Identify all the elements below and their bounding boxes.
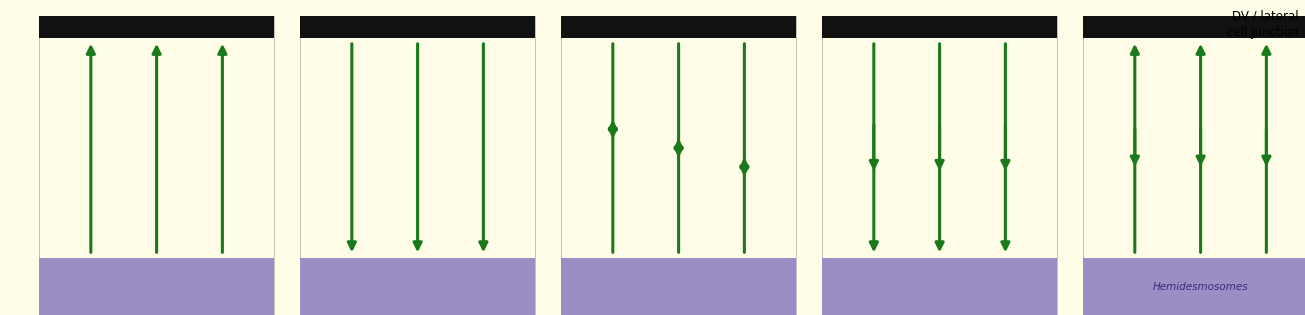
- Bar: [300, 16, 535, 38]
- Bar: [1083, 16, 1305, 38]
- Bar: [39, 258, 274, 315]
- Bar: [561, 16, 796, 38]
- Text: DV / lateral
cell junction: DV / lateral cell junction: [1227, 9, 1298, 39]
- Bar: [822, 16, 1057, 38]
- Bar: [300, 258, 535, 315]
- Bar: [1083, 258, 1305, 315]
- Bar: [39, 16, 274, 38]
- Text: Hemidesmosomes: Hemidesmosomes: [1152, 282, 1249, 292]
- Bar: [561, 16, 796, 315]
- Bar: [561, 258, 796, 315]
- Bar: [822, 16, 1057, 315]
- Bar: [1083, 16, 1305, 315]
- Bar: [300, 16, 535, 315]
- Bar: [39, 16, 274, 315]
- Bar: [822, 258, 1057, 315]
